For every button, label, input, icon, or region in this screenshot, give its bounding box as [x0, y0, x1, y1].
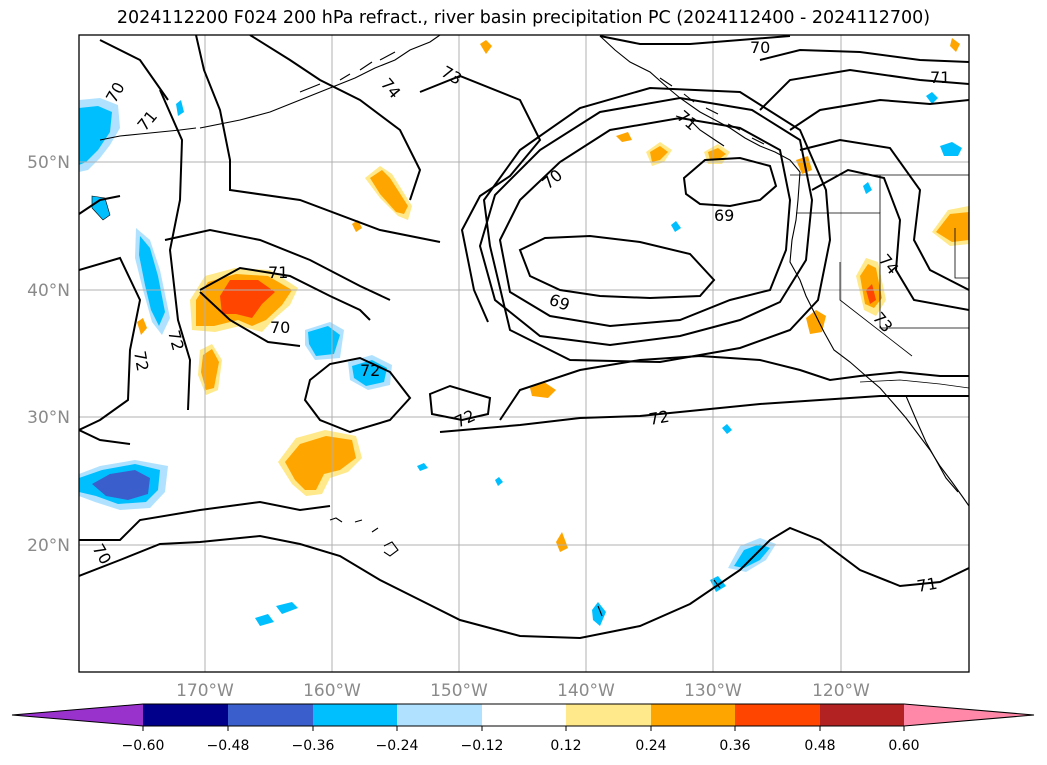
colorbar-bin [566, 704, 651, 726]
refractivity-contours [79, 35, 969, 640]
latitude-labels: 50°N 40°N 30°N 20°N [27, 153, 70, 556]
colorbar-tick-label: 0.12 [550, 738, 581, 754]
coastlines [99, 35, 969, 617]
anomaly-shading [79, 38, 969, 626]
lon-label-160w: 160°W [303, 681, 361, 701]
figure-title: 2024112200 F024 200 hPa refract., river … [116, 8, 931, 28]
colorbar-bin [313, 704, 397, 726]
colorbar-bin [143, 704, 228, 726]
contour-label: 70 [750, 38, 770, 57]
colorbar-tick-label: 0.36 [719, 738, 750, 754]
longitude-labels: 170°W 160°W 150°W 140°W 130°W 120°W [176, 681, 870, 701]
colorbar-under-extend [12, 704, 143, 726]
contour-label: 72 [164, 328, 188, 353]
lon-label-130w: 130°W [684, 681, 742, 701]
lat-label-30n: 30°N [27, 408, 70, 428]
contour-label: 71 [915, 574, 938, 596]
colorbar-over-extend [904, 704, 1034, 726]
contour-label: 71 [930, 68, 950, 87]
contour-label: 70 [270, 318, 290, 337]
contour-label: 72 [647, 407, 670, 429]
map-background [79, 35, 969, 672]
lat-label-20n: 20°N [27, 536, 70, 556]
lon-label-140w: 140°W [557, 681, 615, 701]
colorbar-bin [397, 704, 482, 726]
colorbar-tick-label: −0.60 [122, 738, 165, 754]
colorbar-tick-label: 0.48 [804, 738, 835, 754]
map-frame [78, 34, 970, 673]
colorbar-tick-label: 0.24 [635, 738, 666, 754]
colorbar-tick-label: −0.48 [207, 738, 250, 754]
contour-label: 72 [130, 349, 152, 372]
colorbar-tick-label: −0.36 [292, 738, 335, 754]
map-panel: 70 71 73 74 70 71 70 69 69 71 70 72 72 7… [79, 35, 969, 672]
colorbar-bin [735, 704, 820, 726]
colorbar-bin [651, 704, 735, 726]
contour-label: 71 [268, 263, 288, 282]
colorbar-bin [820, 704, 904, 726]
contour-label: 72 [360, 361, 380, 380]
colorbar: −0.60 −0.48 −0.36 −0.24 −0.12 0.12 0.24 … [11, 703, 1035, 754]
colorbar-tick-label: 0.60 [888, 738, 919, 754]
contour-label: 69 [714, 206, 734, 225]
lat-label-50n: 50°N [27, 153, 70, 173]
colorbar-bin [228, 704, 313, 726]
colorbar-bin [482, 704, 566, 726]
colorbar-tick-label: −0.12 [461, 738, 504, 754]
lon-label-150w: 150°W [430, 681, 488, 701]
colorbar-tick-label: −0.24 [376, 738, 419, 754]
lon-label-120w: 120°W [812, 681, 870, 701]
lon-label-170w: 170°W [176, 681, 234, 701]
lat-label-40n: 40°N [27, 281, 70, 301]
